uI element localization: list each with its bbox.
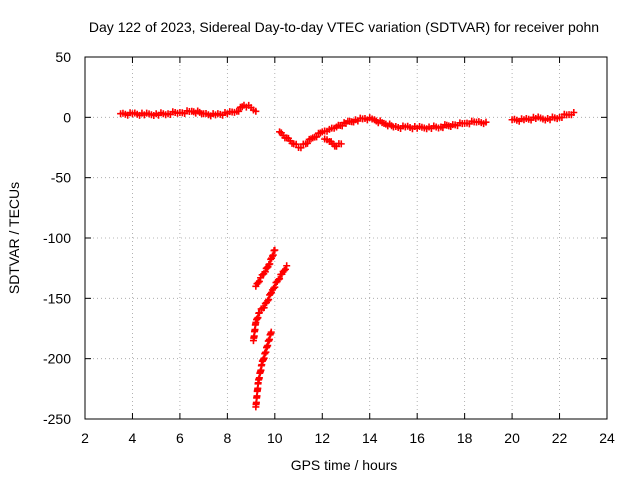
x-tick-label: 18: [457, 430, 473, 446]
data-point-fill: [313, 133, 321, 141]
y-tick-label: -250: [43, 411, 71, 427]
y-tick-label: 0: [63, 109, 71, 125]
x-tick-label: 16: [409, 430, 425, 446]
data-point-fill: [281, 265, 289, 273]
data-point-fill: [267, 290, 275, 298]
y-tick-label: 50: [55, 49, 71, 65]
x-tick-label: 14: [362, 430, 378, 446]
data-point: [271, 246, 279, 254]
data-point-fill: [274, 276, 282, 284]
data-point: [267, 328, 275, 336]
x-tick-label: 24: [599, 430, 615, 446]
data-point-fill: [276, 275, 284, 283]
x-axis-label: GPS time / hours: [291, 457, 398, 473]
data-point-fill: [271, 283, 279, 291]
x-tick-label: 12: [314, 430, 330, 446]
ticks: 2 4 6 8 10 12 14 16 18 20 22 24-250-200-150-100-500…: [43, 49, 615, 446]
data-point-fill: [266, 260, 274, 268]
y-tick-label: -100: [43, 230, 71, 246]
data-points: [117, 101, 578, 411]
data-point-fill: [270, 284, 278, 292]
y-axis-label: SDTVAR / TECUs: [6, 182, 22, 294]
data-point: [337, 140, 345, 148]
chart-title: Day 122 of 2023, Sidereal Day-to-day VTE…: [89, 19, 599, 35]
x-tick-label: 10: [267, 430, 283, 446]
data-point: [482, 118, 490, 126]
data-point-fill: [303, 139, 311, 147]
x-tick-label: 20: [504, 430, 520, 446]
data-point-fill: [297, 144, 305, 152]
x-tick-label: 4: [129, 430, 137, 446]
data-point: [252, 107, 260, 115]
y-tick-label: -200: [43, 351, 71, 367]
data-point: [261, 268, 269, 276]
y-tick-label: -150: [43, 290, 71, 306]
data-point: [570, 109, 578, 117]
x-tick-label: 6: [176, 430, 184, 446]
data-point-fill: [235, 107, 243, 115]
data-point: [255, 309, 263, 317]
y-tick-label: -50: [51, 170, 71, 186]
data-point-fill: [280, 266, 288, 274]
x-tick-label: 2: [81, 430, 89, 446]
x-tick-label: 22: [552, 430, 568, 446]
data-point-fill: [265, 296, 273, 304]
data-point-fill: [260, 304, 268, 312]
data-point: [264, 297, 272, 305]
data-point-fill: [255, 277, 263, 285]
x-tick-label: 8: [223, 430, 231, 446]
data-point-fill: [254, 279, 262, 287]
data-point: [283, 262, 291, 270]
